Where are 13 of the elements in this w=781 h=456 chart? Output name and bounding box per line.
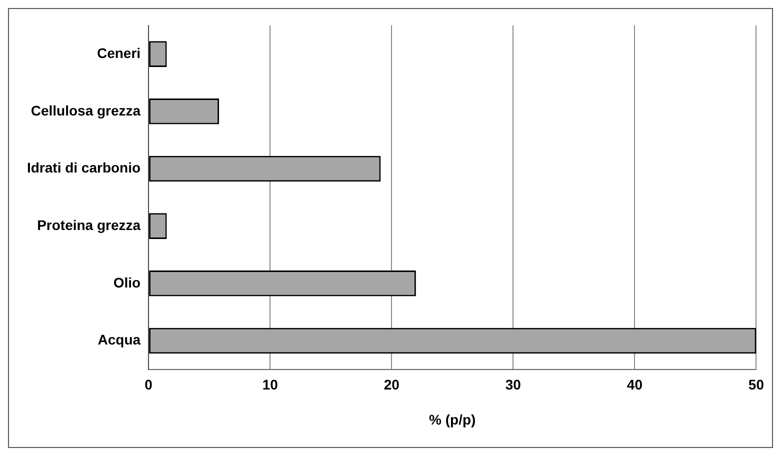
y-tick-label: Cellulosa grezza (30, 102, 141, 118)
x-tick-label: 20 (384, 376, 400, 393)
x-axis-title: % (p/p) (429, 411, 476, 428)
x-tick-label: 0 (144, 376, 153, 393)
x-tick-label: 50 (748, 376, 764, 393)
y-tick-label: Acqua (98, 332, 141, 348)
x-tick-label: 10 (262, 376, 278, 393)
y-tick-label: Olio (113, 274, 141, 290)
x-tick-label: 40 (626, 376, 643, 393)
y-tick-label: Proteina grezza (37, 216, 141, 233)
x-tick-label: 30 (505, 376, 522, 393)
y-tick-label: Idrati di carbonio (26, 160, 141, 176)
y-tick-label: Ceneri (96, 44, 141, 61)
